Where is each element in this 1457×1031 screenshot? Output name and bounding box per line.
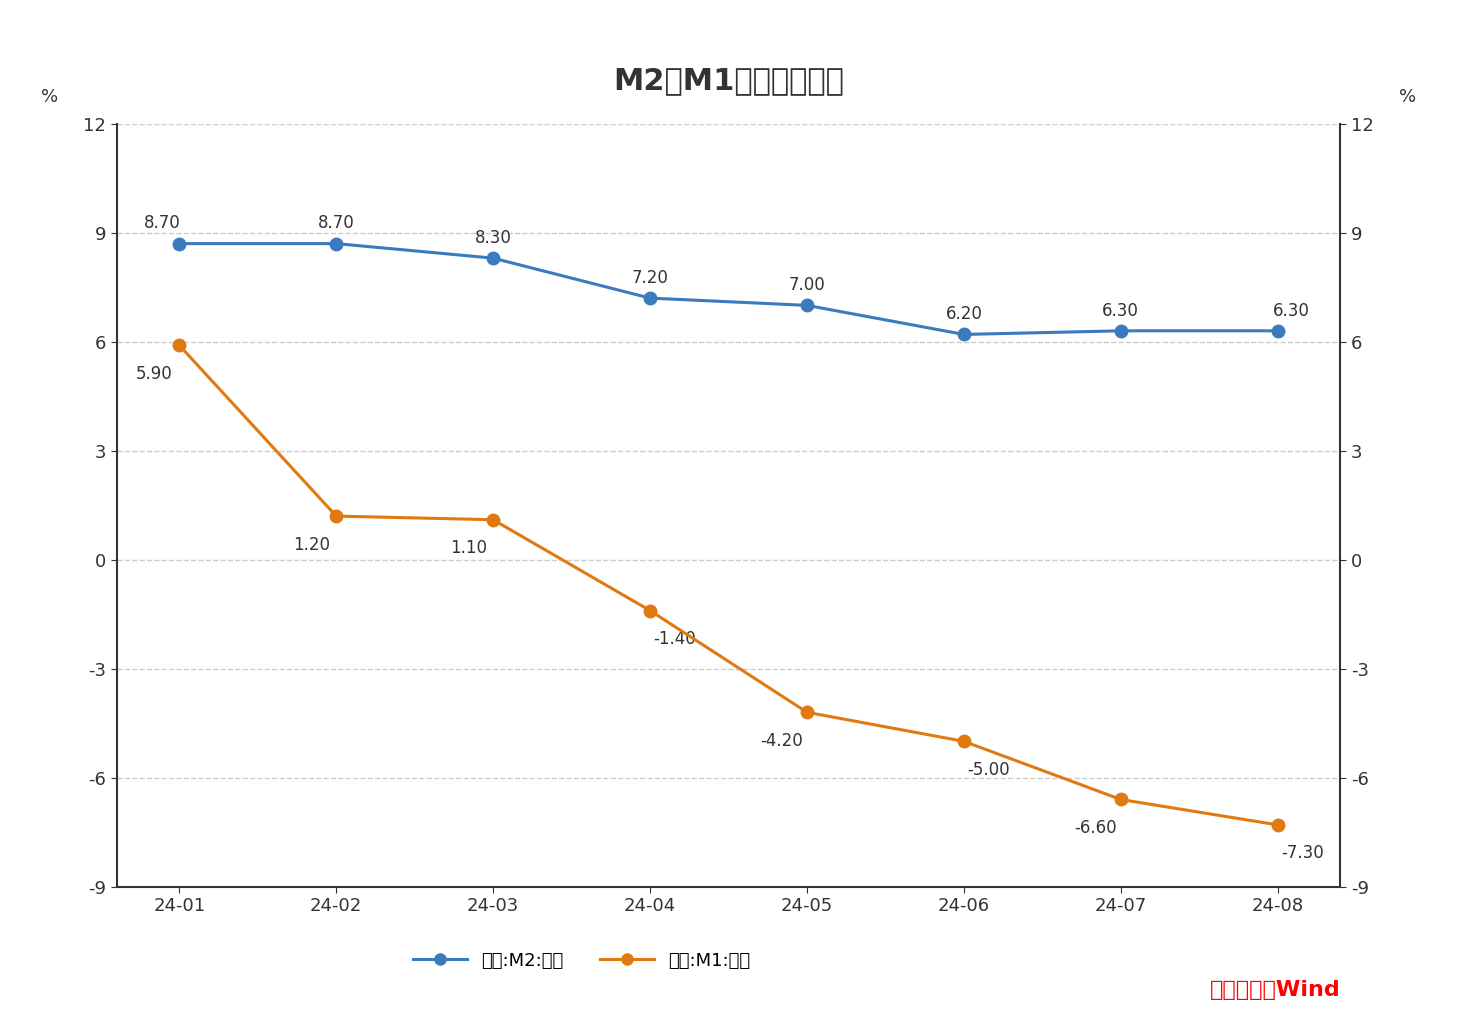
- Text: 7.00: 7.00: [788, 276, 825, 294]
- 中国:M2:同比: [484, 252, 501, 264]
- 中国:M1:同比: [956, 735, 973, 747]
- Text: 8.30: 8.30: [475, 229, 511, 247]
- 中国:M2:同比: [798, 299, 816, 311]
- 中国:M1:同比: [1112, 793, 1129, 805]
- 中国:M1:同比: [328, 510, 345, 523]
- 中国:M2:同比: [328, 237, 345, 250]
- Text: 1.20: 1.20: [293, 535, 329, 554]
- Text: -1.40: -1.40: [654, 630, 696, 648]
- Text: -5.00: -5.00: [967, 761, 1010, 778]
- Text: 1.10: 1.10: [450, 539, 487, 557]
- 中国:M2:同比: [641, 292, 659, 304]
- 中国:M2:同比: [956, 328, 973, 340]
- Text: -6.60: -6.60: [1074, 819, 1118, 837]
- Text: 7.20: 7.20: [631, 269, 669, 287]
- Text: %: %: [41, 88, 58, 106]
- 中国:M1:同比: [1269, 819, 1287, 831]
- Text: 6.20: 6.20: [946, 305, 982, 324]
- Text: 6.30: 6.30: [1273, 302, 1310, 320]
- Text: %: %: [1399, 88, 1416, 106]
- 中国:M2:同比: [1269, 325, 1287, 337]
- Title: M2和M1同比增速情况: M2和M1同比增速情况: [613, 66, 844, 95]
- 中国:M1:同比: [641, 604, 659, 617]
- Text: 8.70: 8.70: [318, 214, 354, 233]
- Text: -7.30: -7.30: [1281, 844, 1324, 862]
- Line: 中国:M1:同比: 中国:M1:同比: [173, 339, 1284, 831]
- Text: 6.30: 6.30: [1103, 302, 1139, 320]
- Line: 中国:M2:同比: 中国:M2:同比: [173, 237, 1284, 340]
- Text: 8.70: 8.70: [144, 214, 181, 233]
- 中国:M2:同比: [1112, 325, 1129, 337]
- Legend: 中国:M2:同比, 中国:M1:同比: 中国:M2:同比, 中国:M1:同比: [405, 944, 758, 976]
- Text: 数据来源：Wind: 数据来源：Wind: [1209, 979, 1340, 1000]
- 中国:M1:同比: [170, 339, 188, 352]
- 中国:M2:同比: [170, 237, 188, 250]
- Text: 5.90: 5.90: [136, 365, 173, 383]
- Text: -4.20: -4.20: [761, 732, 803, 750]
- 中国:M1:同比: [798, 706, 816, 719]
- 中国:M1:同比: [484, 513, 501, 526]
